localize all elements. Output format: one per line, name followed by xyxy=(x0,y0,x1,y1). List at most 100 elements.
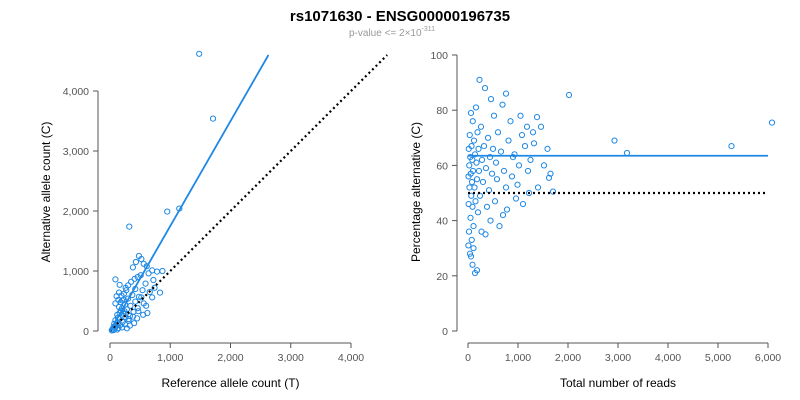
x-tick-label: 4,000 xyxy=(338,352,364,364)
data-point xyxy=(483,203,491,210)
x-tick-label: 1,000 xyxy=(505,352,531,364)
data-point xyxy=(540,162,548,169)
data-point xyxy=(479,178,487,186)
data-point xyxy=(476,76,483,83)
data-point xyxy=(465,242,472,249)
data-point xyxy=(490,112,498,119)
left-scatter-panel: 0 1,000 2,000 3,000 4,000 0 1,000 2,000 3,000 4,0… xyxy=(39,50,388,390)
data-point xyxy=(156,289,164,296)
x-tick-label: 6,000 xyxy=(755,352,781,364)
right-scatter-panel: 0 1,000 2,000 3,000 4,000 5,000 6,000 0 20 40 60 80… xyxy=(409,50,781,390)
y-axis-label: Alternative allele count (C) xyxy=(39,122,53,263)
data-point xyxy=(132,258,140,266)
subtitle-text: p-value <= 2×10 xyxy=(349,28,422,39)
data-point xyxy=(196,50,203,57)
data-point xyxy=(524,167,532,175)
data-point xyxy=(466,131,473,139)
data-point xyxy=(514,181,521,188)
x-tick-label: 0 xyxy=(107,352,113,364)
data-point xyxy=(149,294,156,301)
chart-title: rs1071630 - ENSG00000196735 xyxy=(290,8,510,25)
data-point xyxy=(478,156,486,163)
data-point xyxy=(527,156,534,163)
data-point xyxy=(521,142,529,150)
data-point xyxy=(467,253,475,260)
data-point xyxy=(502,90,510,97)
x-tick-label: 2,000 xyxy=(217,352,243,364)
data-point xyxy=(500,167,508,175)
data-point xyxy=(518,131,526,139)
x-axis-label: Total number of reads xyxy=(560,376,676,390)
data-point xyxy=(469,118,476,125)
x-tick-label: 1,000 xyxy=(157,352,183,364)
y-tick-label: 60 xyxy=(436,160,448,172)
x-tick-label: 3,000 xyxy=(605,352,631,364)
data-point xyxy=(486,154,494,161)
data-point xyxy=(127,302,134,309)
data-point xyxy=(112,276,119,283)
data-point xyxy=(469,261,476,268)
data-points xyxy=(465,76,776,277)
data-point xyxy=(129,264,136,271)
data-point xyxy=(122,284,129,291)
data-point xyxy=(468,236,475,244)
data-point xyxy=(159,267,166,275)
fit-line xyxy=(109,54,270,332)
data-point xyxy=(496,223,503,230)
data-point xyxy=(143,263,150,270)
data-point xyxy=(138,294,145,301)
data-point xyxy=(127,278,135,285)
y-tick-label: 100 xyxy=(430,50,448,62)
data-point xyxy=(466,184,473,191)
data-point xyxy=(470,137,478,144)
data-point xyxy=(512,195,520,202)
data-point xyxy=(549,188,557,195)
data-point xyxy=(534,184,542,191)
data-point xyxy=(492,159,500,166)
data-point xyxy=(467,214,474,221)
y-tick-label: 3,000 xyxy=(63,146,89,158)
data-point xyxy=(489,145,497,152)
data-point xyxy=(523,123,531,130)
data-point xyxy=(140,311,147,318)
subtitle-exponent: -311 xyxy=(422,26,436,33)
data-point xyxy=(470,223,477,230)
x-axis-label: Reference allele count (T) xyxy=(161,376,299,390)
data-point xyxy=(505,137,512,144)
data-point xyxy=(132,298,139,305)
data-point xyxy=(477,123,485,130)
data-point xyxy=(497,148,505,155)
data-point xyxy=(471,184,478,191)
data-point xyxy=(525,189,533,197)
data-point xyxy=(138,255,145,263)
y-tick-label: 0 xyxy=(442,326,448,338)
data-point xyxy=(484,134,492,141)
x-tick-label: 3,000 xyxy=(278,352,304,364)
data-point xyxy=(491,198,499,205)
x-tick-label: 0 xyxy=(465,352,471,364)
data-point xyxy=(544,145,551,152)
data-point xyxy=(126,223,133,230)
reference-line xyxy=(109,54,388,332)
data-point xyxy=(465,145,472,152)
data-point xyxy=(482,165,490,172)
data-points xyxy=(108,50,217,334)
data-point xyxy=(481,85,489,92)
data-point xyxy=(545,174,553,181)
chart-subtitle: p-value <= 2×10-311 xyxy=(349,26,435,39)
data-point xyxy=(482,231,489,238)
data-point xyxy=(131,275,138,282)
data-point xyxy=(468,192,475,199)
data-point xyxy=(466,250,474,257)
data-point xyxy=(475,145,482,152)
data-point xyxy=(142,280,149,287)
data-point xyxy=(116,281,123,288)
data-point xyxy=(768,119,776,126)
data-point xyxy=(480,142,488,150)
data-point xyxy=(499,211,507,219)
data-point xyxy=(467,154,474,161)
data-point xyxy=(466,162,473,169)
y-tick-label: 40 xyxy=(436,216,448,228)
data-point xyxy=(623,149,631,157)
